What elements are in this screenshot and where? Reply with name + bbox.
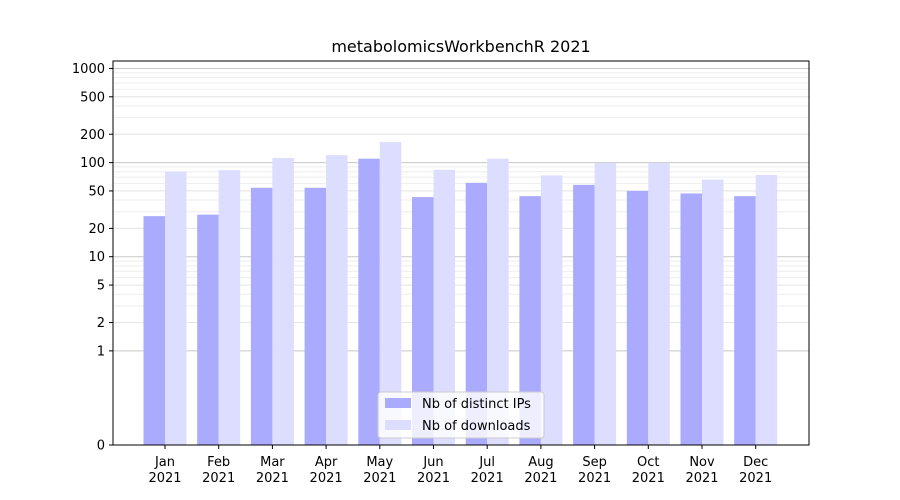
x-tick-sublabel: 2021 bbox=[256, 471, 289, 486]
y-tick-label: 1000 bbox=[72, 62, 105, 77]
y-tick-label: 2 bbox=[97, 316, 105, 331]
bars bbox=[143, 142, 778, 446]
y-tick-label: 200 bbox=[80, 128, 105, 143]
plot-frame bbox=[112, 60, 810, 446]
legend-box bbox=[377, 391, 545, 439]
x-tick-sublabel: 2021 bbox=[471, 471, 504, 486]
x-tick-sublabel: 2021 bbox=[148, 471, 181, 486]
legend-label-distinct-ips: Nb of distinct IPs bbox=[422, 397, 531, 412]
y-tick-label: 500 bbox=[80, 90, 105, 105]
x-tick-sublabel: 2021 bbox=[310, 471, 343, 486]
bar-downloads bbox=[594, 163, 617, 445]
bar-downloads bbox=[487, 158, 509, 445]
x-tick-sublabel: 2021 bbox=[524, 471, 557, 486]
bar-downloads bbox=[379, 142, 402, 446]
legend-swatch-downloads bbox=[385, 420, 411, 430]
x-tick-label: Jul bbox=[478, 455, 495, 470]
x-tick-label: Mar bbox=[260, 455, 285, 470]
bar-distinct-ips bbox=[143, 216, 165, 445]
bar-distinct-ips bbox=[519, 196, 541, 445]
x-tick-label: Nov bbox=[689, 455, 715, 470]
x-tick-label: Oct bbox=[637, 455, 659, 470]
x-tick-label: May bbox=[366, 455, 393, 470]
bar-distinct-ips bbox=[626, 190, 649, 445]
legend-label-downloads: Nb of downloads bbox=[422, 419, 531, 434]
x-tick-label: Dec bbox=[743, 455, 768, 470]
y-tick-label: 5 bbox=[97, 279, 105, 294]
bar-distinct-ips bbox=[197, 214, 219, 445]
bar-distinct-ips bbox=[573, 184, 595, 445]
x-tick-label: Jan bbox=[154, 455, 175, 470]
x-tick-label: Feb bbox=[207, 455, 230, 470]
bar-distinct-ips bbox=[358, 158, 380, 445]
x-axis: Jan2021Feb2021Mar2021Apr2021May2021Jun20… bbox=[148, 445, 772, 486]
bar-distinct-ips bbox=[250, 187, 273, 445]
x-tick-sublabel: 2021 bbox=[632, 471, 665, 486]
bar-distinct-ips bbox=[412, 197, 434, 445]
bar-distinct-ips bbox=[465, 182, 488, 445]
x-tick-label: Apr bbox=[315, 455, 338, 470]
y-tick-label: 50 bbox=[88, 184, 105, 199]
legend-swatch-distinct-ips bbox=[385, 398, 411, 408]
x-tick-sublabel: 2021 bbox=[363, 471, 396, 486]
bar-downloads bbox=[702, 179, 724, 446]
y-axis: 0 1 2 5 10 20 50 100 200 500 1000 bbox=[72, 62, 113, 454]
y-tick-label: 1 bbox=[97, 344, 105, 359]
y-tick-label: 100 bbox=[80, 156, 105, 171]
bar-distinct-ips bbox=[304, 187, 327, 445]
bar-downloads bbox=[326, 155, 348, 445]
bar-downloads bbox=[272, 157, 294, 446]
y-tick-label: 20 bbox=[88, 222, 105, 237]
y-tick-label: 10 bbox=[88, 250, 105, 265]
legend: Nb of distinct IPs Nb of downloads bbox=[377, 391, 545, 439]
x-tick-sublabel: 2021 bbox=[578, 471, 611, 486]
chart-title: metabolomicsWorkbenchR 2021 bbox=[331, 37, 590, 56]
bar-downloads bbox=[540, 175, 563, 445]
bar-downloads bbox=[648, 163, 670, 445]
x-tick-label: Jun bbox=[422, 455, 443, 470]
bar-downloads bbox=[218, 170, 241, 445]
bar-distinct-ips bbox=[680, 193, 702, 445]
y-tick-label: 0 bbox=[97, 439, 105, 454]
bar-downloads bbox=[165, 171, 187, 445]
x-tick-sublabel: 2021 bbox=[685, 471, 718, 486]
x-tick-sublabel: 2021 bbox=[202, 471, 235, 486]
x-tick-sublabel: 2021 bbox=[417, 471, 450, 486]
bar-downloads bbox=[755, 174, 778, 446]
bar-downloads bbox=[433, 169, 455, 445]
x-tick-label: Sep bbox=[582, 455, 607, 470]
bar-distinct-ips bbox=[734, 196, 756, 445]
x-tick-label: Aug bbox=[528, 455, 553, 470]
x-tick-sublabel: 2021 bbox=[739, 471, 772, 486]
